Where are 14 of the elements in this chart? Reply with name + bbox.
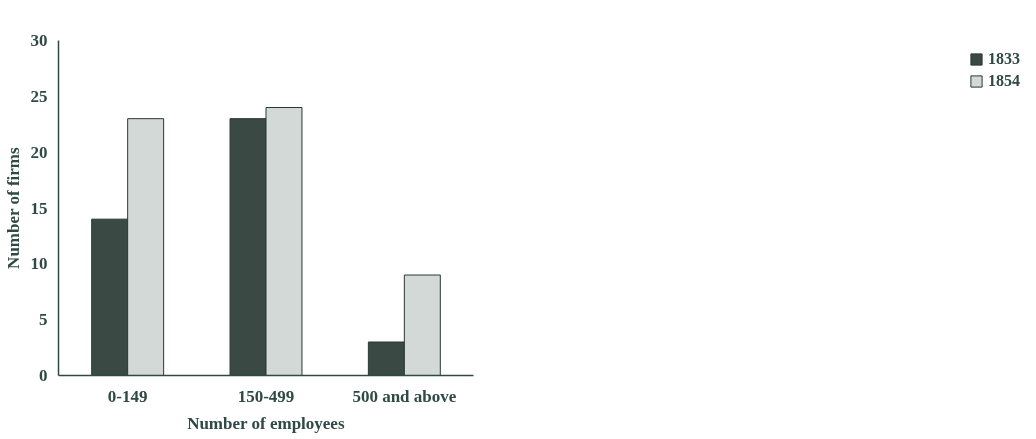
x-axis-title: Number of employees [187,413,345,433]
y-tick-label: 30 [30,31,48,50]
y-tick-label: 20 [30,142,48,162]
y-tick-label: 10 [30,254,48,274]
x-tick-label: 150-499 [237,386,295,406]
x-tick-label: 0-149 [107,386,148,406]
legend-label: 1833 [988,50,1020,68]
legend-label: 1854 [988,72,1020,90]
y-tick-label: 0 [39,366,48,385]
y-axis-title: Number of firms [3,147,23,269]
y-tick-label: 25 [30,86,48,106]
x-tick-label: 500 and above [352,386,457,406]
y-tick-label: 5 [39,310,48,330]
y-tick-label: 15 [30,198,48,218]
